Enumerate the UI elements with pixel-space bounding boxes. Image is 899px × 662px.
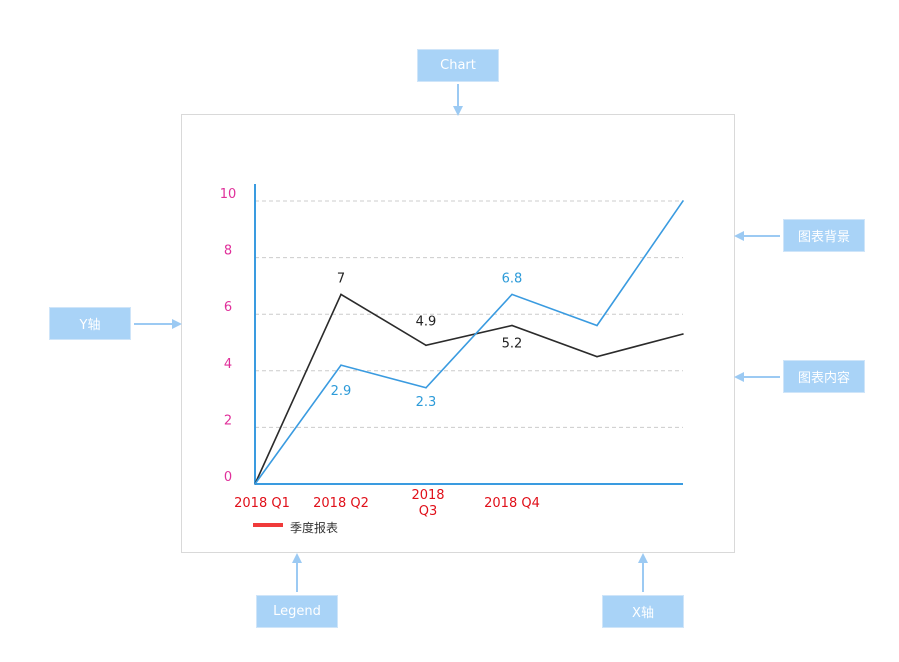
data-label: 6.8 [502, 271, 523, 286]
data-label: 7 [337, 271, 345, 286]
series-line-black [254, 293, 684, 485]
x-tick-label-line2: Q3 [419, 504, 438, 519]
data-point [682, 333, 684, 335]
data-point [682, 200, 684, 202]
data-point [254, 483, 256, 485]
data-label: 2.3 [416, 395, 437, 410]
chart-background-callout: 图表背景 [783, 219, 865, 252]
data-point [596, 355, 598, 358]
x-axis-callout: X轴 [602, 595, 684, 628]
data-point [511, 293, 513, 296]
y-tick-label: 8 [224, 244, 232, 259]
chart-content-callout: 图表内容 [783, 360, 865, 393]
data-point [425, 386, 427, 389]
y-tick-label: 0 [224, 470, 232, 485]
x-tick-label: 2018 Q1 [234, 496, 290, 511]
x-tick-label: 2018 Q4 [484, 496, 540, 511]
x-tick-label: 2018 [411, 488, 444, 503]
y-axis-callout: Y轴 [49, 307, 131, 340]
chart-callout: Chart [417, 49, 499, 82]
data-point [511, 324, 513, 327]
data-label: 4.9 [416, 314, 437, 329]
data-point [596, 324, 598, 327]
data-point [425, 344, 427, 347]
x-tick-label: 2018 Q2 [313, 496, 369, 511]
legend-callout: Legend [256, 595, 338, 628]
y-tick-label: 2 [224, 413, 232, 428]
data-point [340, 364, 342, 366]
legend-swatch [253, 523, 283, 527]
legend-label: 季度报表 [290, 520, 338, 535]
data-label: 2.9 [331, 384, 352, 399]
y-tick-label: 4 [224, 357, 232, 372]
y-tick-label: 10 [220, 187, 237, 202]
data-label: 5.2 [502, 337, 523, 352]
data-point [340, 293, 342, 296]
series-line-blue [254, 200, 684, 485]
y-tick-label: 6 [224, 300, 232, 315]
